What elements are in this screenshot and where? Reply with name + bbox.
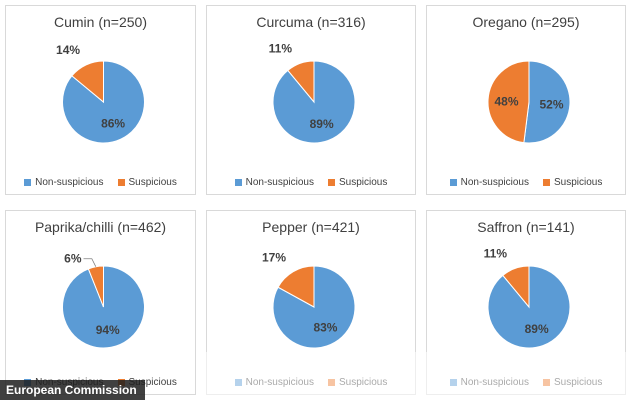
chart-title: Curcuma (n=316) (256, 14, 366, 30)
chart-title: Cumin (n=250) (54, 14, 147, 30)
pie-slice-suspicious (277, 265, 315, 308)
data-label-suspicious: 14% (56, 43, 80, 57)
pie-slice-suspicious (487, 60, 530, 144)
legend-item: Suspicious (543, 177, 602, 188)
pie-slice-suspicious (71, 60, 104, 104)
pie-slice-non-suspicious (272, 265, 356, 349)
legend-swatch (449, 179, 457, 186)
pie-chart: 86% 14% (56, 43, 145, 144)
legend-swatch (24, 179, 32, 186)
pie-chart: 94% 6% (62, 252, 145, 349)
legend: Non-suspicious Suspicious (427, 177, 625, 188)
pie-slice-non-suspicious (523, 60, 571, 144)
legend-swatch (328, 179, 335, 186)
pie-slice-suspicious (502, 265, 530, 309)
pie-slice-suspicious (87, 265, 104, 308)
leader-line (83, 258, 97, 267)
legend-label: Suspicious (339, 177, 388, 188)
legend-label: Non-suspicious (35, 177, 104, 188)
legend-swatch (543, 179, 550, 186)
pie-chart: 89% 11% (484, 246, 571, 349)
blurred-overlay (200, 352, 631, 400)
legend-item: Suspicious (328, 177, 387, 188)
legend-label: Suspicious (554, 177, 603, 188)
data-label-non-suspicious: 52% (539, 97, 563, 111)
data-label-non-suspicious: 86% (101, 116, 125, 130)
chart-title: Saffron (n=141) (477, 219, 575, 235)
chart-title: Oregano (n=295) (472, 14, 580, 30)
data-label-non-suspicious: 83% (313, 320, 337, 334)
legend-item: Non-suspicious (234, 177, 314, 188)
data-label-non-suspicious: 94% (96, 323, 120, 337)
pie-panel: Curcuma (n=316) 89% 11% Non-suspicious Suspi… (206, 5, 416, 195)
pie-chart: 52% 48% (487, 60, 571, 144)
legend-item: Suspicious (117, 177, 177, 188)
legend: Non-suspicious Suspicious (6, 177, 195, 188)
chart-title: Pepper (n=421) (262, 219, 360, 235)
data-label-non-suspicious: 89% (525, 322, 549, 336)
pie-slice-suspicious (287, 60, 315, 104)
legend-label: Suspicious (128, 377, 177, 388)
legend: Non-suspicious Suspicious (207, 177, 415, 188)
pie-panel: Cumin (n=250) 86% 14% Non-suspicious Suspici… (5, 5, 196, 195)
legend-swatch (117, 179, 125, 186)
data-label-non-suspicious: 89% (310, 117, 334, 131)
pie-chart: 89% 11% (269, 41, 356, 144)
legend-swatch (234, 179, 242, 186)
data-label-suspicious: 6% (64, 252, 82, 266)
legend-label: Non-suspicious (245, 177, 314, 188)
legend-item: Non-suspicious (449, 177, 529, 188)
legend-item: Non-suspicious (24, 177, 104, 188)
data-label-suspicious: 17% (262, 251, 286, 265)
credit-label: European Commission (0, 380, 145, 400)
legend-label: Suspicious (128, 177, 177, 188)
pie-chart: 83% 17% (262, 251, 356, 349)
pie-panel: Oregano (n=295) 52% 48% Non-suspicious Suspi… (426, 5, 626, 195)
pie-panel: Paprika/chilli (n=462)94%6%Non-suspiciou… (5, 210, 196, 395)
legend-label: Non-suspicious (460, 177, 529, 188)
data-label-suspicious: 48% (494, 95, 518, 109)
chart-title: Paprika/chilli (n=462) (34, 219, 167, 235)
data-label-suspicious: 11% (269, 41, 293, 55)
data-label-suspicious: 11% (484, 246, 508, 260)
